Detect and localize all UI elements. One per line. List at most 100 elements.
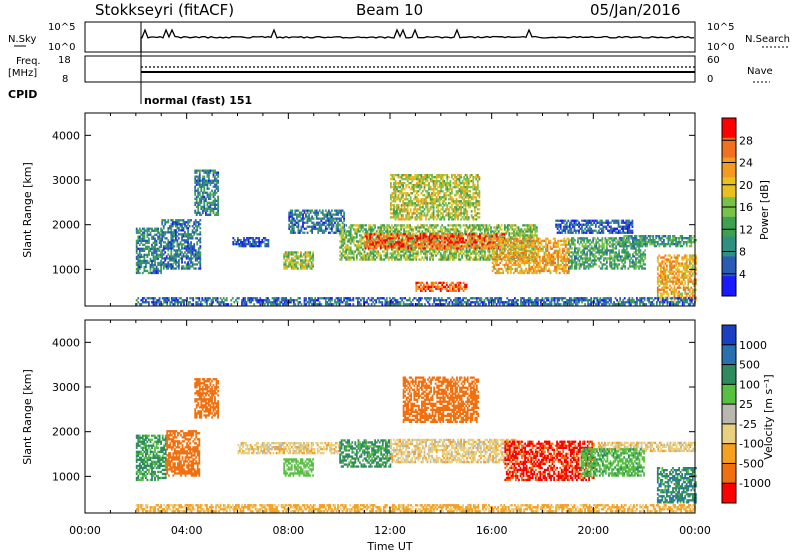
echo-cell: [456, 180, 458, 182]
echo-cell: [419, 208, 421, 210]
echo-cell: [386, 254, 388, 256]
echo-cell: [198, 225, 200, 227]
echo-cell: [528, 242, 530, 244]
echo-cell: [234, 239, 236, 241]
echo-cell: [460, 174, 462, 176]
echo-cell: [519, 236, 521, 238]
echo-cell: [350, 228, 352, 230]
echo-cell: [319, 218, 321, 220]
echo-cell: [521, 270, 523, 272]
echo-cell: [475, 226, 477, 228]
echo-cell: [153, 254, 155, 256]
echo-cell: [466, 214, 468, 216]
echo-cell: [478, 224, 480, 226]
echo-cell: [474, 243, 476, 245]
echo-cell: [398, 176, 400, 178]
echo-cell: [490, 241, 492, 243]
echo-cell: [172, 235, 174, 237]
echo-cell: [217, 186, 219, 188]
echo-cell: [479, 243, 481, 245]
echo-cell: [192, 263, 194, 265]
echo-cell: [475, 256, 477, 258]
echo-cell: [154, 258, 156, 260]
echo-cell: [502, 250, 504, 252]
echo-cell: [342, 210, 344, 212]
echo-cell: [172, 247, 174, 249]
echo-cell: [545, 258, 547, 260]
echo-cell: [510, 250, 512, 252]
echo-cell: [186, 225, 188, 227]
echo-cell: [454, 230, 456, 232]
echo-cell: [534, 224, 536, 226]
echo-cell: [496, 272, 498, 274]
echo-cell: [160, 268, 162, 270]
echo-cell: [311, 267, 313, 269]
echo-cell: [431, 288, 433, 290]
echo-cell: [410, 210, 412, 212]
echo-cell: [199, 227, 201, 229]
echo-cell: [451, 188, 453, 190]
echo-cell: [427, 206, 429, 208]
echo-cell: [291, 210, 293, 212]
echo-cell: [459, 194, 461, 196]
echo-cell: [528, 260, 530, 262]
echo-cell: [458, 233, 460, 235]
echo-cell: [407, 245, 409, 247]
echo-cell: [477, 202, 479, 204]
echo-cell: [197, 178, 199, 180]
echo-cell: [308, 214, 310, 216]
echo-cell: [211, 190, 213, 192]
echo-cell: [386, 233, 388, 235]
echo-cell: [308, 216, 310, 218]
echo-cell: [508, 252, 510, 254]
echo-cell: [187, 223, 189, 225]
echo-cell: [459, 184, 461, 186]
echo-cell: [197, 206, 199, 208]
echo-cell: [466, 252, 468, 254]
echo-cell: [557, 244, 559, 246]
echo-cell: [471, 210, 473, 212]
echo-cell: [490, 256, 492, 258]
echo-cell: [199, 257, 201, 259]
echo-cell: [440, 252, 442, 254]
echo-cell: [542, 250, 544, 252]
echo-cell: [140, 242, 142, 244]
echo-cell: [217, 196, 219, 198]
echo-cell: [192, 235, 194, 237]
echo-cell: [472, 198, 474, 200]
echo-cell: [495, 252, 497, 254]
echo-cell: [350, 226, 352, 228]
echo-cell: [418, 198, 420, 200]
echo-cell: [410, 178, 412, 180]
echo-cell: [148, 248, 150, 250]
echo-cell: [465, 174, 467, 176]
echo-cell: [479, 216, 481, 218]
echo-cell: [136, 258, 138, 260]
nave-label: Nave: [747, 66, 773, 77]
echo-cell: [203, 172, 205, 174]
echo-cell: [252, 241, 254, 243]
echo-cell: [530, 226, 532, 228]
echo-cell: [563, 250, 565, 252]
echo-cell: [441, 230, 443, 232]
echo-cell: [433, 214, 435, 216]
echo-cell: [410, 176, 412, 178]
echo-cell: [539, 266, 541, 268]
echo-cell: [437, 216, 439, 218]
echo-cell: [469, 176, 471, 178]
echo-cell: [406, 235, 408, 237]
echo-cell: [390, 182, 392, 184]
echo-cell: [368, 245, 370, 247]
echo-cell: [199, 174, 201, 176]
echo-cell: [307, 210, 309, 212]
echo-cell: [181, 251, 183, 253]
echo-cell: [424, 182, 426, 184]
echo-cell: [136, 244, 138, 246]
echo-cell: [547, 244, 549, 246]
echo-cell: [214, 198, 216, 200]
echo-cell: [559, 250, 561, 252]
echo-cell: [536, 234, 538, 236]
echo-cell: [411, 230, 413, 232]
echo-cell: [409, 256, 411, 258]
echo-cell: [145, 264, 147, 266]
